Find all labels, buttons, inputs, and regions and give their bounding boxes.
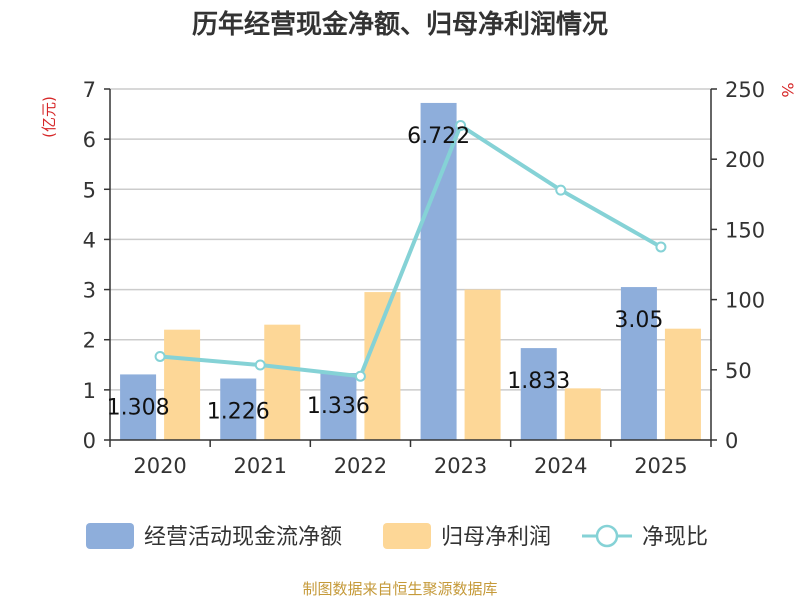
axes: 0 1 2 3 4 5 6 7 0 50 100 150 200 250 2020 2021 2022 2023 2… <box>83 78 765 478</box>
bar-cash-flow <box>220 378 257 440</box>
data-label-cash-flow: 1.336 <box>307 394 370 419</box>
ratio-point <box>354 370 366 382</box>
right-tick-label: 100 <box>725 289 765 313</box>
bar-cash-flow <box>520 348 557 440</box>
bar-cash-flow <box>120 374 157 440</box>
bar-net-profit <box>464 289 501 440</box>
x-tick-label: 2023 <box>434 454 487 478</box>
legend-label-cash-flow: 经营活动现金流净额 <box>144 525 342 550</box>
legend-label-net-profit: 归母净利润 <box>441 525 551 550</box>
x-tick-label: 2024 <box>534 454 587 478</box>
left-tick-label: 7 <box>83 78 96 102</box>
ratio-line <box>154 120 667 382</box>
legend-label-ratio: 净现比 <box>642 525 708 550</box>
data-label-cash-flow: 3.05 <box>614 308 663 333</box>
bars <box>120 102 701 441</box>
data-label-cash-flow: 1.226 <box>207 400 270 425</box>
left-tick-label: 0 <box>83 429 96 453</box>
bar-net-profit <box>664 328 701 440</box>
right-tick-label: 250 <box>725 78 765 102</box>
x-tick-label: 2025 <box>634 454 687 478</box>
source-note: 制图数据来自恒生聚源数据库 <box>302 580 497 598</box>
left-tick-label: 2 <box>83 329 96 353</box>
right-axis-unit: % <box>778 82 797 97</box>
x-tick-label: 2021 <box>234 454 287 478</box>
legend-swatch-cash-flow <box>86 523 134 549</box>
ratio-point <box>655 241 667 253</box>
data-labels: 1.308 1.226 1.336 6.722 1.833 3.05 <box>107 124 664 425</box>
left-axis-unit: (亿元) <box>40 96 58 138</box>
ratio-point <box>254 359 266 371</box>
bar-net-profit <box>164 329 201 440</box>
left-tick-label: 3 <box>83 279 96 303</box>
gridlines <box>110 88 711 391</box>
bar-cash-flow <box>620 287 657 440</box>
bar-net-profit <box>564 388 601 440</box>
left-tick-label: 6 <box>83 128 96 152</box>
left-tick-label: 1 <box>83 379 96 403</box>
bar-cash-flow <box>420 102 457 441</box>
bar-net-profit <box>264 324 301 440</box>
bar-cash-flow <box>320 373 357 440</box>
right-tick-label: 0 <box>725 429 738 453</box>
left-tick-label: 5 <box>83 178 96 202</box>
data-label-cash-flow: 1.833 <box>507 369 570 394</box>
ratio-point <box>555 184 567 196</box>
data-label-cash-flow: 6.722 <box>407 124 470 149</box>
ratio-point <box>154 350 166 362</box>
legend-marker-ratio <box>595 524 619 548</box>
x-tick-label: 2022 <box>334 454 387 478</box>
right-tick-label: 150 <box>725 218 765 242</box>
left-tick-label: 4 <box>83 228 96 252</box>
ratio-line-path <box>159 122 662 379</box>
right-tick-label: 50 <box>725 359 752 383</box>
legend-swatch-net-profit <box>383 523 431 549</box>
x-tick-label: 2020 <box>133 454 186 478</box>
chart-title: 历年经营现金净额、归母净利润情况 <box>192 9 608 40</box>
ratio-point <box>455 120 467 132</box>
legend: 经营活动现金流净额 归母净利润 净现比 <box>86 523 708 550</box>
data-label-cash-flow: 1.308 <box>107 395 170 420</box>
right-tick-label: 200 <box>725 148 765 172</box>
